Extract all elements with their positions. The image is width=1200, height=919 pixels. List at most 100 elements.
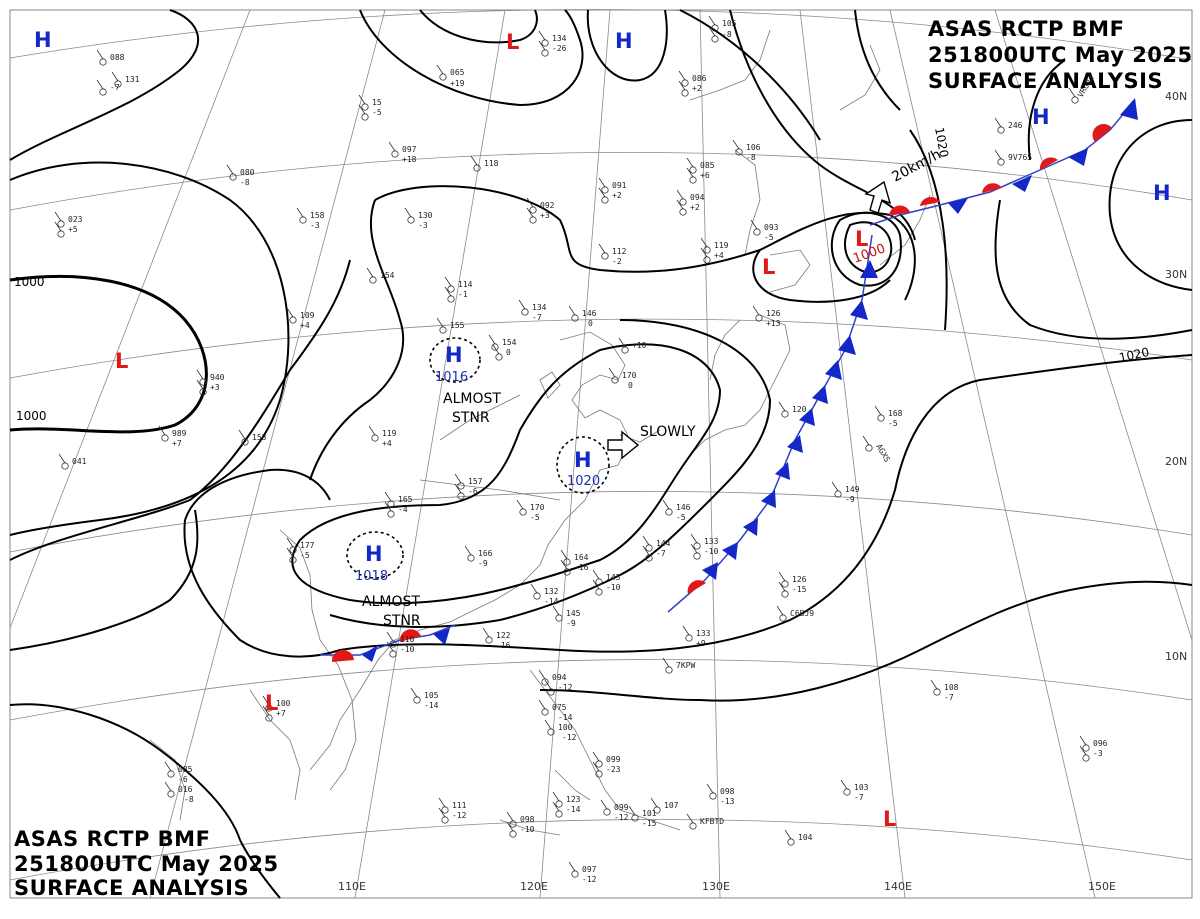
station-value: 099 <box>606 755 621 764</box>
wind-barb <box>196 379 204 390</box>
wind-barb <box>111 71 119 82</box>
station-circle <box>781 590 789 598</box>
station-value: 166 <box>478 549 493 558</box>
station-value: -6 <box>178 775 188 784</box>
station-value: 085 <box>700 161 715 170</box>
station-circle <box>387 510 395 518</box>
station-value: 164 <box>574 553 589 562</box>
station-circle <box>167 790 175 798</box>
station-value: 165 <box>398 495 413 504</box>
wind-barb <box>506 811 514 822</box>
station-value: +19 <box>450 79 465 88</box>
wind-barb <box>526 207 534 218</box>
station-value: 103 <box>854 783 869 792</box>
wind-barb <box>608 367 616 378</box>
station-circle <box>603 808 611 816</box>
wind-barb <box>708 26 716 37</box>
cold-front <box>667 234 878 613</box>
station-circle <box>519 508 527 516</box>
wind-barb <box>538 699 546 710</box>
station-value: 940 <box>210 373 225 382</box>
station-circle <box>99 88 107 96</box>
station-value: 099 <box>614 803 629 812</box>
station-value: 110 <box>400 635 415 644</box>
station-value: 094 <box>690 193 705 202</box>
lon-label-130e: 130E <box>702 880 730 893</box>
high-center-south: H <box>365 542 383 566</box>
low-center-japan: L <box>855 227 868 251</box>
station-value: 086 <box>692 74 707 83</box>
station-value: -14 <box>544 597 559 606</box>
station-circle <box>467 554 475 562</box>
station-value: 168 <box>888 409 903 418</box>
wind-barb <box>592 569 600 580</box>
wind-barb <box>752 305 760 316</box>
wind-barb <box>386 641 394 652</box>
station-value: +7 <box>172 439 182 448</box>
station-circle <box>361 103 369 111</box>
wind-barb <box>700 237 708 248</box>
movement-arrow-slowly <box>607 430 640 460</box>
wind-barb <box>488 334 496 345</box>
station-value: 106 <box>746 143 761 152</box>
station-circle <box>665 666 673 674</box>
station-value: 15 <box>372 98 382 107</box>
station-value: KFBTD <box>700 817 724 826</box>
station-value: 092 <box>540 201 555 210</box>
station-value: +3 <box>210 383 220 392</box>
station-circle <box>679 208 687 216</box>
station-circle <box>555 810 563 818</box>
station-value: -10 <box>606 583 621 592</box>
wind-barb <box>286 547 294 558</box>
wind-barb <box>778 401 786 412</box>
station-value: +18 <box>402 155 417 164</box>
station-value: 0 <box>628 381 633 390</box>
wind-barb <box>470 155 478 166</box>
wind-barb <box>598 243 606 254</box>
station-circle <box>371 434 379 442</box>
station-value: -14 <box>566 805 581 814</box>
wind-barb <box>436 64 444 75</box>
station-circle <box>441 806 449 814</box>
wind-barb <box>732 139 740 150</box>
station-circle <box>541 708 549 716</box>
station-value: -16 <box>574 563 589 572</box>
station-circle <box>299 216 307 224</box>
wind-barb <box>262 705 270 716</box>
station-circle <box>753 228 761 236</box>
wind-barb <box>530 583 538 594</box>
wind-barb <box>358 104 366 115</box>
station-value: 133 <box>696 629 711 638</box>
wind-barb <box>930 679 938 690</box>
movement-arrow-northeast <box>864 180 892 214</box>
isobar-label-1020-east: 1020 <box>1118 345 1151 365</box>
station-circle <box>997 126 1005 134</box>
station-value: 109 <box>300 311 315 320</box>
station-value: -3 <box>1093 749 1103 758</box>
station-value: -10 <box>704 547 719 556</box>
station-value: -12 <box>582 875 597 884</box>
wind-barb <box>544 719 552 730</box>
station-circle <box>781 410 789 418</box>
wind-barb <box>238 429 246 440</box>
station-value: 0 <box>588 319 593 328</box>
station-circle <box>541 39 549 47</box>
station-value: -9 <box>478 559 488 568</box>
wind-barb <box>676 189 684 200</box>
almost-stnr-2-line1: ALMOST <box>362 594 420 610</box>
title-top-line3: SURFACE ANALYSIS <box>928 69 1163 93</box>
station-value: 023 <box>68 215 83 224</box>
station-value: 118 <box>484 159 499 168</box>
wind-barb <box>686 167 694 178</box>
station-circle <box>491 343 499 351</box>
wind-barb <box>158 425 166 436</box>
wind-barb <box>506 821 514 832</box>
station-value: 155 <box>450 321 465 330</box>
station-circle <box>57 220 65 228</box>
station-value: C6BJ9 <box>790 609 814 618</box>
station-circle <box>439 73 447 81</box>
isobar-label-1020-north: 1020 <box>932 126 951 159</box>
wind-barb <box>226 164 234 175</box>
wind-barb <box>840 779 848 790</box>
